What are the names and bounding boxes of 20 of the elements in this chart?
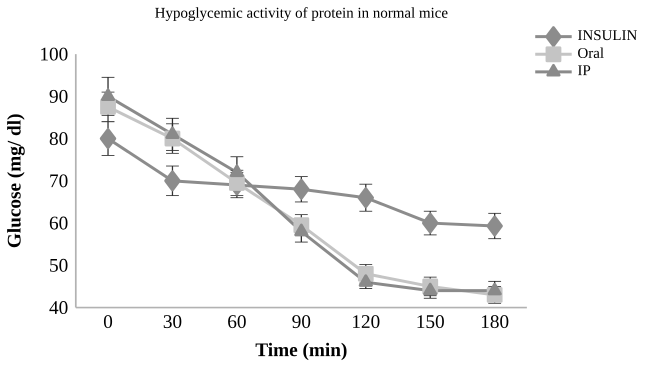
y-tick-label: 50 xyxy=(50,258,68,272)
x-tick-label: 150 xyxy=(417,314,444,328)
legend-label: Oral xyxy=(578,47,604,58)
x-axis-title: Time (min) xyxy=(256,342,347,360)
x-tick-label: 0 xyxy=(104,314,112,328)
x-tick-label: 120 xyxy=(353,314,380,328)
chart-title: Hypoglycemic activity of protein in normal mice xyxy=(155,6,448,21)
y-axis-title: Glucose (mg/ dl) xyxy=(7,114,25,248)
y-tick-label: 100 xyxy=(41,47,68,60)
y-tick-label: 40 xyxy=(49,300,68,314)
x-tick-label: 180 xyxy=(482,314,508,328)
y-tick-label: 60 xyxy=(50,216,68,230)
y-tick-label: 90 xyxy=(50,90,68,103)
y-tick-label: 80 xyxy=(50,132,68,145)
legend-label: INSULIN xyxy=(578,30,637,40)
legend-label: IP xyxy=(578,65,590,75)
x-tick-label: 60 xyxy=(228,314,246,328)
y-tick-label: 70 xyxy=(50,174,68,188)
x-tick-label: 90 xyxy=(292,314,310,328)
x-tick-label: 30 xyxy=(164,314,182,328)
